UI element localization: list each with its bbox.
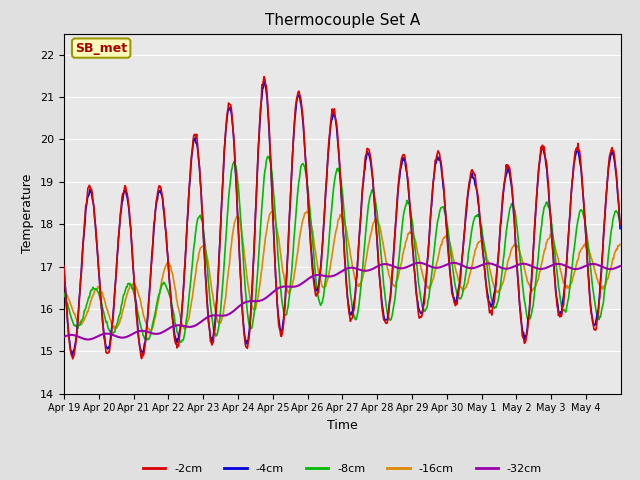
-8cm xyxy=(177,339,184,345)
-16cm xyxy=(401,245,408,251)
-32cm xyxy=(277,284,285,290)
-4cm xyxy=(260,79,268,85)
-2cm xyxy=(401,153,408,159)
-8cm xyxy=(432,231,440,237)
-32cm xyxy=(616,263,624,269)
-32cm xyxy=(415,260,423,266)
-2cm xyxy=(126,217,134,223)
Line: -16cm: -16cm xyxy=(64,212,620,331)
-4cm xyxy=(228,118,236,123)
Y-axis label: Temperature: Temperature xyxy=(22,174,35,253)
-16cm xyxy=(125,286,133,291)
-32cm xyxy=(400,265,408,271)
-32cm xyxy=(256,298,264,304)
-4cm xyxy=(126,220,134,226)
-2cm xyxy=(69,356,77,362)
-2cm xyxy=(616,221,624,227)
-16cm xyxy=(432,264,440,270)
-2cm xyxy=(228,115,236,120)
-4cm xyxy=(401,156,408,162)
-8cm xyxy=(228,165,236,171)
-16cm xyxy=(147,328,154,334)
-4cm xyxy=(68,353,76,359)
Line: -8cm: -8cm xyxy=(64,156,620,342)
-8cm xyxy=(264,154,271,159)
-2cm xyxy=(278,334,285,339)
Line: -32cm: -32cm xyxy=(64,263,620,339)
-8cm xyxy=(60,290,68,296)
-4cm xyxy=(60,265,68,271)
-4cm xyxy=(616,226,624,231)
-32cm xyxy=(126,333,134,338)
-8cm xyxy=(278,294,285,300)
-16cm xyxy=(277,252,285,257)
Line: -2cm: -2cm xyxy=(64,77,620,359)
Line: -4cm: -4cm xyxy=(64,82,620,356)
-16cm xyxy=(228,234,236,240)
X-axis label: Time: Time xyxy=(327,419,358,432)
-2cm xyxy=(432,157,440,163)
-32cm xyxy=(84,336,92,342)
-8cm xyxy=(256,237,264,242)
-16cm xyxy=(303,209,310,215)
Title: Thermocouple Set A: Thermocouple Set A xyxy=(265,13,420,28)
-32cm xyxy=(432,265,440,271)
-32cm xyxy=(60,334,68,340)
-4cm xyxy=(432,161,440,167)
-4cm xyxy=(256,121,264,127)
-8cm xyxy=(125,281,133,287)
-16cm xyxy=(256,283,264,289)
Text: SB_met: SB_met xyxy=(75,42,127,55)
-8cm xyxy=(401,206,408,212)
-2cm xyxy=(60,263,68,269)
-2cm xyxy=(260,74,268,80)
Legend: -2cm, -4cm, -8cm, -16cm, -32cm: -2cm, -4cm, -8cm, -16cm, -32cm xyxy=(138,459,547,478)
-8cm xyxy=(616,222,624,228)
-32cm xyxy=(228,309,236,315)
-16cm xyxy=(616,241,624,247)
-16cm xyxy=(60,291,68,297)
-4cm xyxy=(278,329,285,335)
-2cm xyxy=(256,119,264,124)
